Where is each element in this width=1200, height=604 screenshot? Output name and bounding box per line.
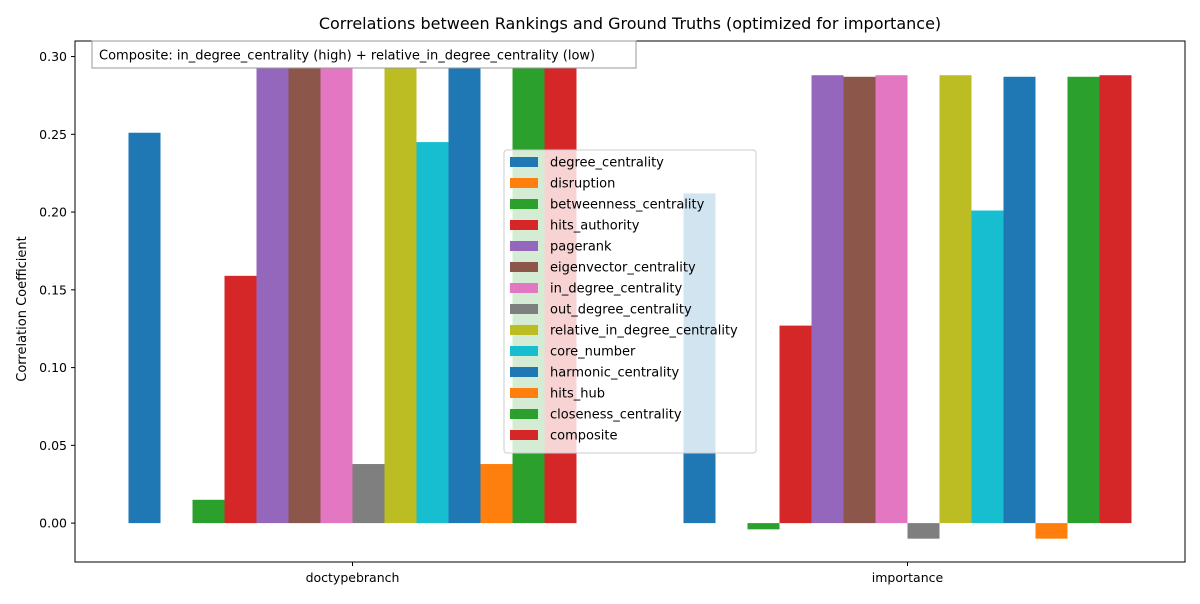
legend-label: out_degree_centrality [550,303,692,318]
legend-swatch [510,220,538,230]
y-tick-label: 0.30 [39,49,67,64]
bar-composite-importance [1099,75,1132,524]
bar-relative_in_degree_centrality-doctypebranch [384,59,417,524]
legend-frame [503,149,757,454]
legend-label: betweenness_centrality [550,198,705,213]
legend-swatch [510,178,538,188]
legend: degree_centrality disruption betweenness_c… [503,149,757,454]
bar-core_number-doctypebranch [416,142,449,524]
legend-label: disruption [550,177,615,192]
legend-swatch [510,430,538,440]
bar-degree_centrality-doctypebranch [128,132,161,524]
legend-swatch [510,241,538,251]
y-tick-label: 0.25 [39,127,67,142]
legend-label: composite [550,429,617,444]
legend-swatch [510,409,538,419]
chart-title: Correlations between Rankings and Ground… [319,14,941,33]
annotation-text: Composite: in_degree_centrality (high) +… [99,49,595,64]
x-tick-label: importance [872,570,944,585]
legend-swatch [510,388,538,398]
x-tick-label: doctypebranch [306,570,400,585]
legend-label: hits_authority [550,219,640,234]
bar-hits_hub-doctypebranch [480,464,513,524]
legend-swatch [510,304,538,314]
legend-swatch [510,346,538,356]
bar-eigenvector_centrality-importance [843,76,876,524]
bar-harmonic_centrality-importance [1003,76,1036,524]
bar-eigenvector_centrality-doctypebranch [288,61,321,524]
bar-in_degree_centrality-doctypebranch [320,59,353,524]
y-axis-label: Correlation Coefficient [15,236,30,382]
annotation-frame [91,40,637,69]
legend-label: eigenvector_centrality [550,261,696,276]
legend-swatch [510,199,538,209]
bar-hits_authority-importance [779,325,812,524]
legend-swatch [510,367,538,377]
bar-hits_authority-doctypebranch [224,275,257,524]
legend-swatch [510,157,538,167]
legend-swatch [510,325,538,335]
legend-label: pagerank [550,240,612,255]
y-tick-label: 0.15 [39,282,67,297]
legend-swatch [510,262,538,272]
bar-betweenness_centrality-doctypebranch [192,499,225,524]
annotation-box: Composite: in_degree_centrality (high) +… [91,40,637,69]
y-tick-label: 0.05 [39,438,67,453]
bar-out_degree_centrality-importance [907,523,940,539]
y-tick-label: 0.20 [39,205,67,220]
bar-harmonic_centrality-doctypebranch [448,61,481,524]
bar-relative_in_degree_centrality-importance [939,75,972,524]
bar-closeness_centrality-importance [1067,76,1100,524]
legend-label: relative_in_degree_centrality [550,324,738,339]
bar-core_number-importance [971,210,1004,524]
bar-out_degree_centrality-doctypebranch [352,464,385,524]
legend-label: degree_centrality [550,156,664,171]
bar-in_degree_centrality-importance [875,75,908,524]
bar-betweenness_centrality-importance [747,523,780,530]
legend-swatch [510,283,538,293]
legend-label: core_number [550,345,636,360]
bar-pagerank-importance [811,75,844,524]
legend-label: closeness_centrality [550,408,682,423]
legend-label: harmonic_centrality [550,366,680,381]
y-tick-label: 0.00 [39,516,67,531]
legend-label: in_degree_centrality [550,282,683,297]
bar-hits_hub-importance [1035,523,1068,539]
y-tick-label: 0.10 [39,360,67,375]
legend-label: hits_hub [550,387,605,402]
bar-pagerank-doctypebranch [256,61,289,524]
